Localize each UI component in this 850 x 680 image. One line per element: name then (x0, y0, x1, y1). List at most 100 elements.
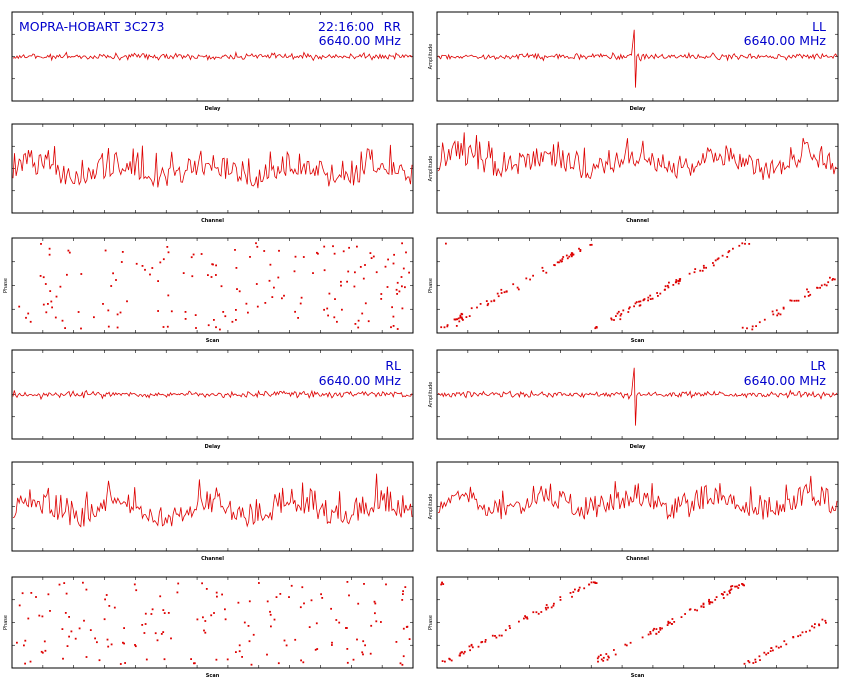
phase-point (385, 583, 387, 586)
phase-point (717, 257, 720, 260)
phase-point (732, 247, 734, 250)
plot-frame (436, 123, 839, 214)
phase-point (43, 640, 46, 643)
phase-point (312, 272, 314, 274)
phase-point (380, 293, 383, 295)
y-axis-label: Phase (3, 615, 9, 630)
plot-frame (11, 349, 414, 440)
phase-point (363, 583, 365, 585)
phase-point (775, 645, 778, 648)
phase-point (342, 250, 345, 253)
phase-point (560, 260, 563, 263)
phase-point (340, 284, 342, 287)
phase-point (624, 643, 627, 646)
phase-point (459, 314, 462, 317)
phase-point (48, 247, 51, 250)
phase-point (610, 317, 613, 320)
phase-point (747, 660, 750, 662)
phase-point (804, 295, 806, 298)
phase-point (170, 637, 172, 640)
phase-point (35, 596, 37, 598)
phase-point (83, 619, 85, 622)
phase-point (68, 635, 70, 638)
phase-point (741, 583, 743, 585)
phase-point (354, 271, 356, 274)
delay-trace (12, 51, 413, 62)
x-axis-label: Channel (626, 218, 649, 224)
phase-point (40, 650, 43, 653)
phase-point (252, 633, 255, 636)
phase-point (771, 310, 774, 313)
phase-point (44, 649, 47, 652)
phase-point (462, 652, 465, 655)
phase-point (559, 599, 562, 601)
phase-point (825, 284, 828, 287)
rr-panel-scan: Scan Phase (3, 237, 414, 344)
phase-point (63, 582, 66, 584)
phase-point (375, 620, 378, 623)
phase-point (614, 653, 617, 656)
phase-point (115, 279, 117, 281)
phase-point (737, 587, 740, 589)
phase-point (775, 309, 778, 312)
phase-point (579, 249, 582, 251)
phase-point (215, 658, 218, 661)
phase-point (577, 588, 580, 591)
phase-point (556, 261, 559, 264)
phase-point (545, 608, 548, 611)
phase-point (315, 622, 318, 625)
phase-point (615, 315, 617, 317)
phase-point (41, 615, 44, 618)
x-axis-label: Delay (205, 106, 221, 112)
phase-point (29, 320, 32, 323)
phase-point (357, 326, 360, 329)
phase-point (649, 632, 652, 635)
phase-point (445, 242, 447, 245)
phase-point (328, 292, 331, 295)
phase-point (85, 656, 88, 658)
phase-point (94, 637, 96, 640)
phase-point (730, 585, 732, 588)
phase-point (271, 296, 274, 298)
phase-point (207, 274, 209, 276)
phase-point (364, 644, 366, 647)
phase-point (589, 244, 592, 246)
phase-point (48, 253, 51, 256)
phase-point (485, 300, 488, 302)
phase-point (529, 278, 531, 281)
phase-point (647, 299, 649, 302)
phase-point (647, 296, 650, 299)
phase-point (141, 265, 144, 267)
phase-point (390, 326, 392, 329)
phase-point (263, 250, 266, 252)
phase-point (715, 596, 718, 598)
phase-point (162, 326, 165, 328)
phase-point (167, 612, 170, 614)
phase-point (559, 259, 562, 262)
phase-point (463, 650, 466, 653)
phase-point (566, 257, 569, 260)
phase-point (765, 653, 768, 656)
phase-point (767, 652, 770, 654)
phase-point (316, 648, 319, 650)
phase-point (702, 603, 705, 606)
phase-point (215, 591, 218, 594)
phase-point (633, 305, 635, 308)
plot-frame (11, 237, 414, 334)
phase-point (346, 648, 349, 650)
phase-point (402, 627, 405, 630)
phase-point (819, 286, 821, 289)
phase-point (571, 595, 573, 598)
phase-point (729, 589, 732, 592)
phase-point (639, 300, 642, 303)
phase-point (123, 627, 125, 629)
phase-point (547, 606, 549, 609)
phase-point (659, 627, 661, 629)
phase-point (720, 593, 723, 595)
phase-point (602, 659, 605, 662)
phase-point (616, 312, 619, 315)
phase-point (723, 591, 726, 593)
x-axis-label: Delay (630, 444, 646, 450)
phase-point (207, 324, 210, 327)
phase-point (163, 658, 166, 661)
